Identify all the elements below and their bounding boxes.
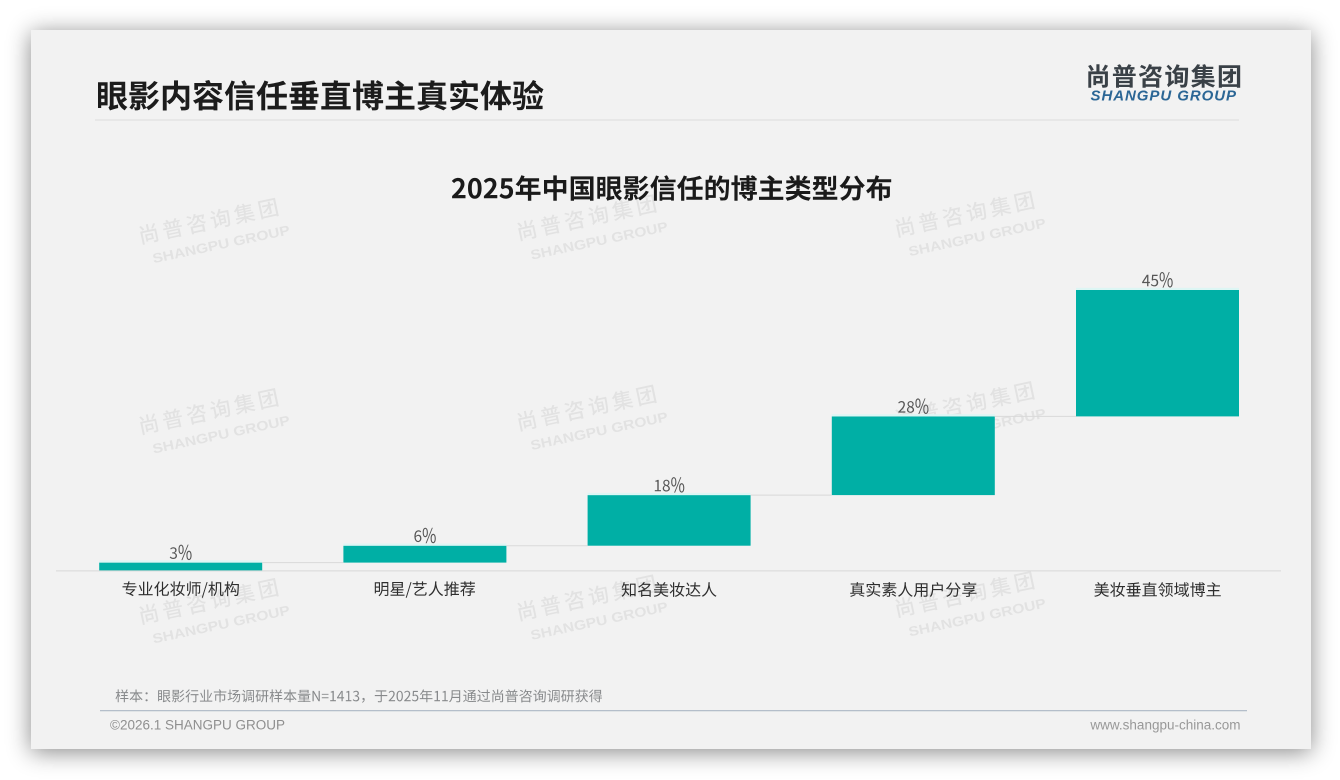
svg-text:www.shangpu-china.com: www.shangpu-china.com	[1089, 718, 1240, 733]
svg-text:©2026.1 SHANGPU GROUP: ©2026.1 SHANGPU GROUP	[110, 718, 285, 733]
svg-text:SHANGPU GROUP: SHANGPU GROUP	[1091, 88, 1237, 105]
